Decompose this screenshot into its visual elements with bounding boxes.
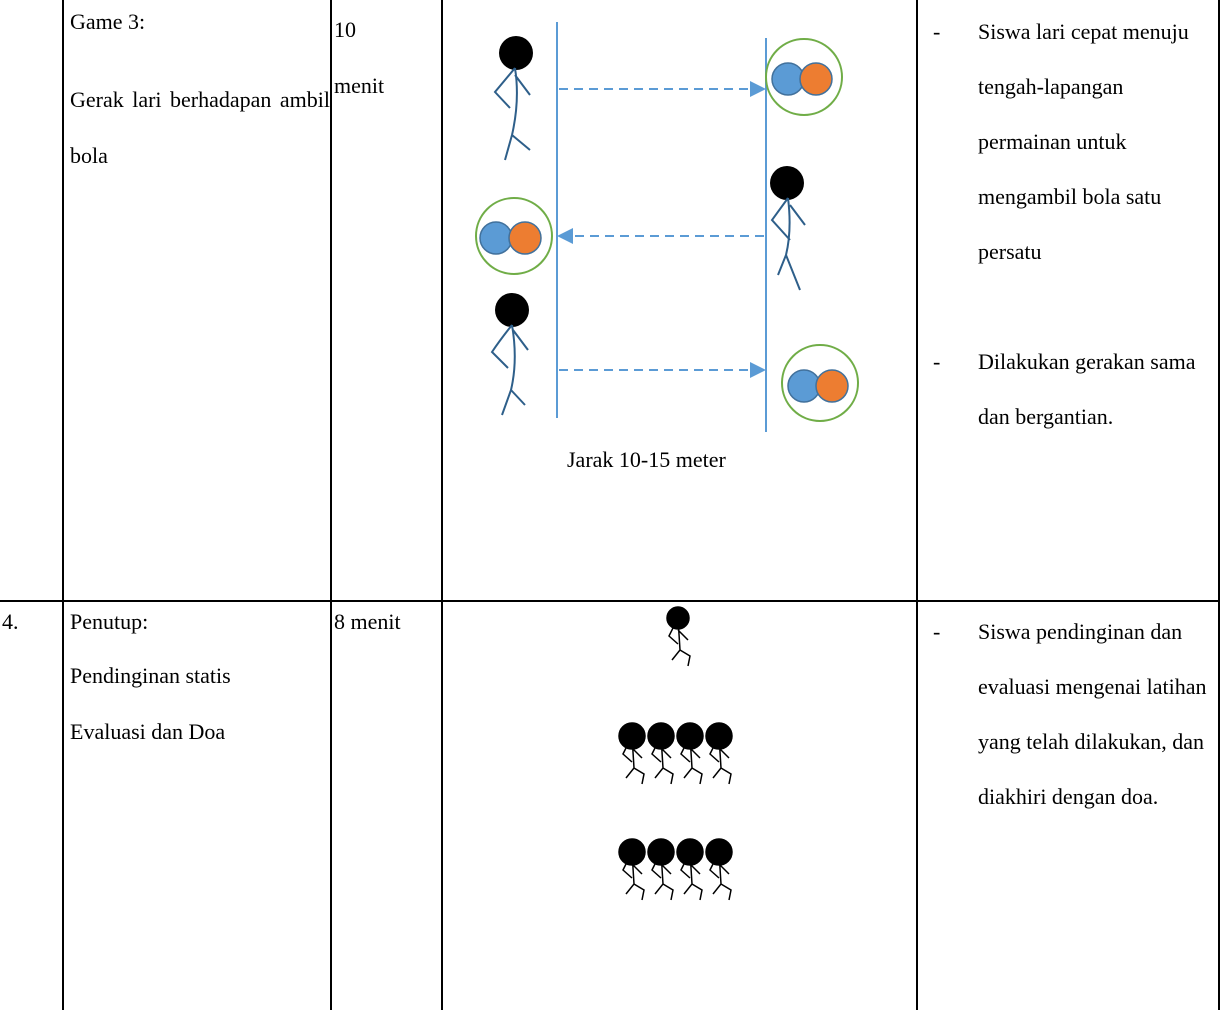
activity-text: Pendinginan statis (70, 663, 231, 688)
figure-body (622, 735, 645, 785)
note-text: Dilakukan gerakan sama dan bergantian. (978, 349, 1196, 429)
col-border (62, 0, 64, 1010)
time: 8 menit (334, 609, 401, 634)
note: - Dilakukan gerakan sama dan bergantian. (933, 349, 1196, 429)
row-number: 4. (2, 609, 19, 634)
col-border (441, 0, 443, 1010)
figure-body (680, 851, 703, 901)
time: 10 menit (334, 17, 385, 98)
figure-body (651, 735, 674, 785)
figure-body (651, 851, 674, 901)
activity-title: Game 3: (70, 9, 146, 34)
note-text: Siswa pendinginan dan evaluasi mengenai … (978, 619, 1207, 809)
activity-text: Evaluasi dan Doa (70, 719, 226, 744)
figure-body (668, 617, 691, 667)
note: - Siswa lari cepat menuju tengah-lapangan… (933, 19, 1189, 264)
figure-body (622, 851, 645, 901)
row-border (0, 600, 1220, 602)
note: - Siswa pendinginan dan evaluasi mengenai… (933, 619, 1207, 809)
note-text: Siswa lari cepat menuju tengah-lapangan … (978, 19, 1189, 264)
col-border (1218, 0, 1220, 1010)
figure-body (709, 851, 732, 901)
diagram-caption: Jarak 10-15 meter (567, 447, 726, 472)
figure-body (709, 735, 732, 785)
col-border (916, 0, 918, 1010)
activity-title: Penutup: (70, 609, 149, 634)
col-border (330, 0, 332, 1010)
figure-body (680, 735, 703, 785)
activity-text: Gerak lari berhadapan ambil bola (70, 87, 330, 168)
